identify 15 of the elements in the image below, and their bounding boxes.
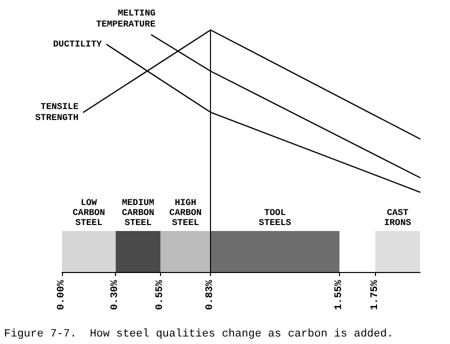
series-label: DUCTILITY (53, 40, 102, 50)
band-label: HIGH CARBON STEEL (169, 198, 202, 228)
series-label: TENSILE STRENGTH (35, 102, 80, 123)
x-tick-label: 0.30% (110, 280, 122, 310)
band-label: CAST IRONS (384, 208, 412, 228)
band-label: LOW CARBON STEEL (72, 198, 106, 228)
band-label: MEDIUM CARBON STEEL (122, 198, 154, 228)
x-tick-label: 1.55% (334, 280, 345, 310)
x-tick-label: 0.00% (56, 280, 68, 310)
x-tick-label: 1.75% (370, 280, 381, 310)
x-tick-label: 0.83% (205, 280, 216, 310)
caption: Figure 7-7. How steel qualities change as carbon is added. (4, 328, 394, 340)
series-label: MELTING TEMPERATURE (96, 8, 156, 30)
x-tick-label: 0.55% (154, 280, 166, 310)
band-label: TOOL STEELS (258, 208, 292, 228)
